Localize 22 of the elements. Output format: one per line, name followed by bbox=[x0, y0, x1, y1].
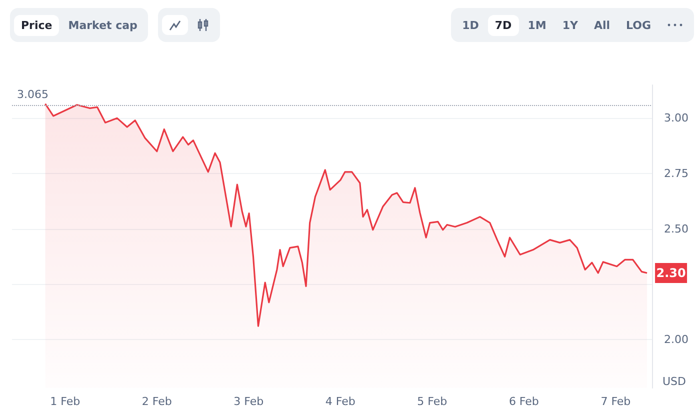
text: Price bbox=[14, 14, 60, 36]
text: All bbox=[592, 18, 611, 34]
x-tick-label: 2 Feb bbox=[142, 395, 172, 408]
text: 7D bbox=[488, 14, 519, 36]
x-tick-label: 6 Feb bbox=[508, 395, 539, 408]
text: 1Y bbox=[561, 18, 579, 34]
x-tick-label: 5 Feb bbox=[417, 395, 448, 408]
text: 1D bbox=[461, 18, 480, 34]
x-tick-label: 7 Feb bbox=[600, 395, 631, 408]
y-axis-title: USD bbox=[662, 375, 686, 388]
annotation: 2.30 bbox=[656, 266, 686, 280]
y-tick-label: 2.00 bbox=[664, 332, 688, 346]
text: Market cap bbox=[67, 18, 138, 34]
x-tick-label: 1 Feb bbox=[50, 395, 80, 408]
text: LOG bbox=[625, 18, 652, 34]
y-tick-label: 2.50 bbox=[664, 222, 688, 236]
text: 1M bbox=[526, 18, 548, 34]
ref-line-label: 3.065 bbox=[17, 88, 48, 101]
y-tick-label: 2.75 bbox=[664, 166, 688, 180]
x-tick-label: 3 Feb bbox=[234, 395, 264, 408]
y-tick-label: 3.00 bbox=[664, 112, 688, 125]
x-tick-label: 4 Feb bbox=[325, 395, 356, 408]
